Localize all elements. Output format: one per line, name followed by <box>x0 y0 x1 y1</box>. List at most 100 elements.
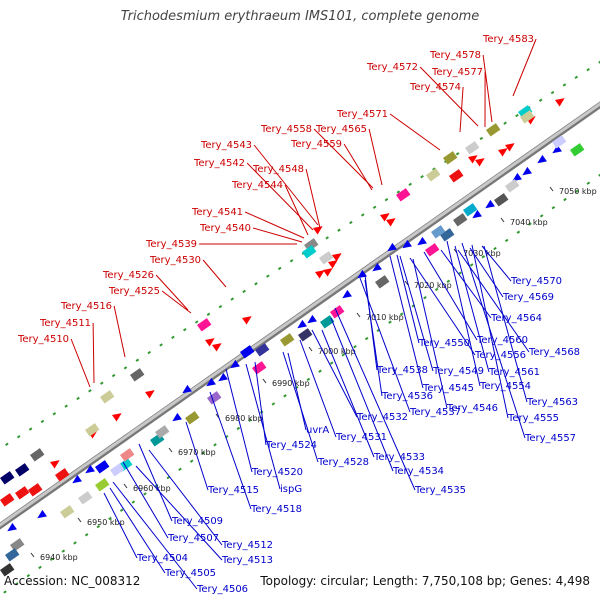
guide-dot <box>61 549 66 553</box>
forward-leader-line <box>343 143 373 191</box>
kbp-tick-label: 7000 kbp <box>318 347 356 356</box>
reverse-gene-box <box>60 505 75 519</box>
forward-gene-box <box>301 245 317 259</box>
reverse-gene-label: ispG <box>280 484 302 495</box>
forward-gene-arrow <box>475 158 485 167</box>
guide-dot <box>159 343 163 347</box>
forward-gene-label: Tery_4540 <box>199 223 251 234</box>
reverse-leader-line <box>148 449 223 546</box>
guide-dot <box>178 467 182 472</box>
reverse-gene-label: Tery_4504 <box>136 553 188 564</box>
forward-gene-label: Tery_4583 <box>482 34 534 45</box>
reverse-gene-label: Tery_4534 <box>392 466 444 477</box>
forward-gene-label: Tery_4544 <box>231 180 283 191</box>
kbp-tick-mark <box>356 312 361 318</box>
reverse-gene-arrow <box>172 412 182 422</box>
reverse-leader-line <box>138 443 173 522</box>
reverse-leader-line <box>334 307 416 491</box>
reverse-leader-line <box>109 487 166 574</box>
forward-gene-label: Tery_4548 <box>252 164 304 175</box>
reverse-leader-line <box>299 339 337 438</box>
guide-dot <box>99 381 104 385</box>
reverse-gene-label: Tery_4546 <box>446 403 498 414</box>
guide-dot <box>242 289 246 294</box>
guide-dot <box>481 255 486 259</box>
forward-gene-label: Tery_4543 <box>200 140 252 151</box>
forward-gene-box <box>465 141 480 155</box>
reverse-leader-line <box>330 317 394 472</box>
kbp-tick-mark <box>123 483 128 489</box>
forward-gene-box <box>30 448 45 462</box>
guide-dot <box>194 320 199 324</box>
reverse-gene-arrow <box>402 239 412 249</box>
guide-dot <box>372 205 377 209</box>
reverse-gene-arrow <box>537 154 547 164</box>
kbp-tick-label: 6940 kbp <box>40 553 78 562</box>
guide-dot <box>201 451 206 455</box>
guide-dot <box>3 590 7 594</box>
reverse-gene-box <box>298 328 313 342</box>
reverse-leader-line <box>423 251 478 341</box>
reverse-gene-box <box>155 425 170 439</box>
kbp-tick-label: 6950 kbp <box>87 518 125 527</box>
forward-gene-arrow <box>505 143 515 152</box>
reverse-gene-label: Tery_4536 <box>381 391 433 402</box>
reverse-leader-line <box>185 421 209 491</box>
guide-dot <box>206 312 211 317</box>
guide-dot <box>364 336 369 341</box>
reverse-gene-arrow <box>297 319 307 329</box>
forward-gene-arrow <box>315 270 325 279</box>
reverse-gene-label: Tery_4507 <box>167 533 219 544</box>
guide-dot <box>551 206 556 210</box>
reverse-gene-label: Tery_4555 <box>507 413 559 424</box>
forward-gene-box <box>443 151 458 165</box>
guide-dot <box>183 327 187 332</box>
guide-dot <box>88 389 92 393</box>
forward-gene-label: Tery_4572 <box>366 62 418 73</box>
guide-dot <box>538 98 543 102</box>
forward-gene-label: Tery_4526 <box>102 270 154 281</box>
forward-leader-line <box>419 66 479 127</box>
reverse-gene-arrow <box>342 289 352 299</box>
forward-gene-box <box>426 168 441 182</box>
forward-gene-label: Tery_4539 <box>145 239 197 250</box>
forward-gene-label: Tery_4541 <box>191 207 243 218</box>
reverse-leader-line <box>396 254 420 344</box>
guide-dot <box>131 500 136 504</box>
genome-backbone <box>0 101 600 530</box>
forward-gene-arrow <box>323 268 333 277</box>
reverse-leader-line <box>359 277 411 413</box>
reverse-gene-label: Tery_4506 <box>196 584 248 595</box>
reverse-gene-box <box>255 343 270 357</box>
reverse-leader-line <box>483 245 528 403</box>
guide-dot <box>38 565 42 570</box>
kbp-tick-mark <box>549 186 554 192</box>
guide-dot <box>574 75 579 79</box>
reverse-gene-label: Tery_4556 <box>474 350 526 361</box>
kbp-tick-label: 7030 kbp <box>463 249 501 258</box>
reverse-gene-box <box>452 213 468 227</box>
guide-dot <box>399 312 404 316</box>
reverse-gene-box <box>252 361 267 375</box>
guide-dot <box>111 373 116 378</box>
reverse-leader-line <box>209 391 252 510</box>
forward-gene-label: Tery_4578 <box>429 50 481 61</box>
guide-dot <box>446 279 451 283</box>
guide-dot <box>271 402 276 406</box>
forward-gene-arrow <box>328 260 338 269</box>
forward-gene-box <box>196 318 212 332</box>
reverse-leader-line <box>225 368 253 473</box>
forward-gene-label: Tery_4530 <box>149 255 201 266</box>
guide-dot <box>574 189 579 194</box>
forward-gene-box <box>28 483 43 497</box>
reverse-gene-arrow <box>230 359 240 369</box>
guide-dot <box>28 427 33 431</box>
guide-dot <box>479 136 484 141</box>
guide-dot <box>493 246 497 251</box>
reverse-gene-label: Tery_4535 <box>414 485 466 496</box>
reverse-leader-line <box>135 465 223 561</box>
forward-leader-line <box>389 113 441 151</box>
reverse-gene-arrow <box>37 509 47 519</box>
forward-leader-line <box>202 259 227 288</box>
forward-gene-label: Tery_4525 <box>108 286 160 297</box>
